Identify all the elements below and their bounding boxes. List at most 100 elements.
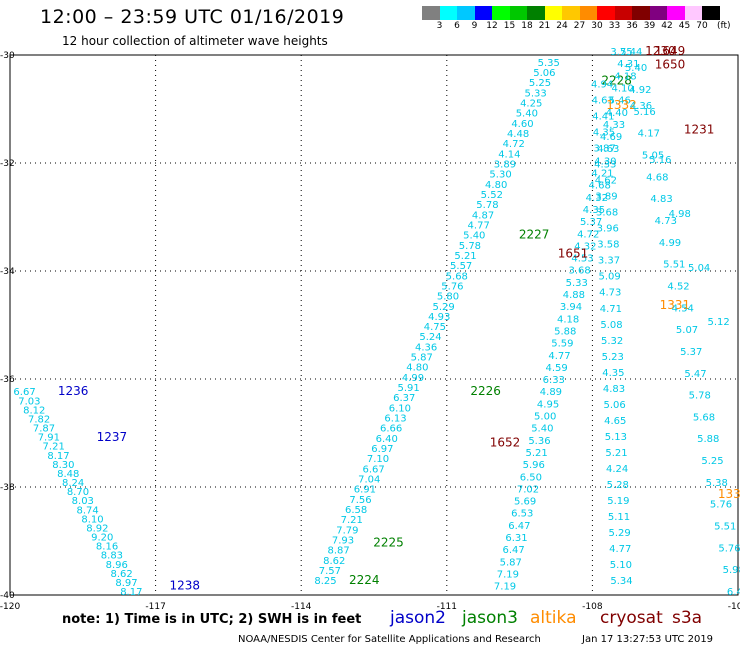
- wave-height-value: 8.62: [323, 556, 345, 567]
- wave-height-value: 4.33: [603, 120, 625, 131]
- pass-time-label: 1236: [58, 384, 89, 398]
- wave-height-value: 5.78: [689, 391, 711, 402]
- y-tick-label: -30: [0, 51, 15, 61]
- wave-height-value: 5.51: [663, 260, 685, 271]
- wave-height-value: 4.36: [630, 101, 652, 112]
- pass-time-label: 1649: [655, 44, 686, 58]
- wave-height-value: 6.31: [505, 533, 527, 544]
- wave-height-value: 3.37: [598, 256, 620, 267]
- color-scale-label: 27: [573, 21, 586, 31]
- wave-height-value: 6.50: [520, 472, 542, 483]
- wave-height-value: 4.21: [591, 169, 613, 180]
- wave-height-value: 5.98: [723, 565, 740, 576]
- wave-height-value: 5.37: [680, 347, 702, 358]
- wave-height-value: 4.63: [597, 144, 619, 155]
- wave-height-value: 4.62: [595, 176, 617, 187]
- wave-height-value: 5.21: [454, 251, 476, 262]
- note-text: note: 1) Time is in UTC; 2) SWH is in fe…: [62, 612, 362, 627]
- wave-height-value: 5.08: [600, 320, 622, 331]
- wave-height-value: 8.03: [72, 496, 94, 507]
- wave-height-value: 4.99: [402, 373, 424, 384]
- color-swatch: [562, 6, 580, 20]
- pass-time-label: 1650: [655, 58, 686, 72]
- wave-height-value: 4.53: [571, 254, 593, 265]
- wave-height-value: 5.76: [710, 500, 732, 511]
- wave-height-value: 4.14: [498, 149, 520, 160]
- y-tick-label: -40: [0, 591, 15, 601]
- pass-time-label: 2227: [519, 228, 550, 242]
- wave-height-value: 5.16: [633, 107, 655, 118]
- wave-height-value: 4.89: [540, 387, 562, 398]
- wave-height-value: 5.57: [450, 261, 472, 272]
- legend-altika: altika: [530, 608, 577, 628]
- wave-height-value: 5.30: [489, 170, 511, 181]
- wave-height-value: 6.91: [354, 485, 376, 496]
- wave-height-value: 4.65: [604, 416, 626, 427]
- wave-height-value: 4.52: [667, 281, 689, 292]
- color-scale-label: 24: [556, 21, 568, 31]
- wave-height-value: 6.67: [362, 464, 384, 475]
- color-swatch: [474, 6, 492, 20]
- wave-height-value: 5.32: [601, 336, 623, 347]
- wave-height-value: 4.35: [593, 127, 615, 138]
- color-scale-label: 36: [626, 21, 638, 31]
- wave-height-value: 4.98: [669, 209, 691, 220]
- wave-height-value: 5.76: [441, 281, 463, 292]
- wave-height-value: 3.75: [610, 47, 632, 58]
- color-scale-label: 21: [538, 21, 551, 31]
- wave-height-value: 5.80: [437, 292, 459, 303]
- wave-height-value: 4.48: [507, 129, 529, 140]
- wave-height-value: 8.97: [115, 578, 137, 589]
- wave-height-value: 4.54: [672, 303, 694, 314]
- wave-height-value: 8.92: [86, 523, 108, 534]
- legend-cryosat: cryosat: [600, 608, 663, 628]
- legend-jason3: jason3: [462, 608, 518, 628]
- x-tick-label: -117: [145, 602, 165, 612]
- color-scale-label: 18: [521, 21, 533, 31]
- wave-height-value: 5.88: [554, 326, 576, 337]
- wave-height-value: 4.92: [629, 85, 651, 96]
- wave-height-value: 5.19: [607, 496, 629, 507]
- pass-time-label: 1231: [684, 122, 715, 136]
- wave-height-value: 4.33: [594, 160, 616, 171]
- color-scale-label: 9: [471, 21, 478, 31]
- wave-height-value: 7.87: [33, 424, 55, 435]
- color-swatch: [649, 6, 667, 20]
- wave-height-value: 5.88: [697, 434, 719, 445]
- wave-height-value: 3.89: [595, 192, 617, 203]
- pass-time-label: 1651: [558, 247, 589, 261]
- wave-height-value: 4.31: [617, 59, 639, 70]
- color-swatch: [527, 6, 545, 20]
- pass-time-label: 1230: [645, 44, 676, 58]
- pass-time-label: 2226: [470, 384, 501, 398]
- wave-height-value: 5.21: [605, 448, 627, 459]
- wave-height-value: 5.00: [534, 412, 556, 423]
- wave-height-value: 4.72: [503, 139, 525, 150]
- color-swatch: [632, 6, 650, 20]
- wave-height-value: 8.96: [106, 560, 128, 571]
- wave-height-value: 8.83: [101, 551, 123, 562]
- color-swatch: [614, 6, 632, 20]
- wave-height-value: 3.58: [597, 240, 619, 251]
- color-swatch: [702, 6, 720, 20]
- wave-height-value: 4.18: [557, 314, 579, 325]
- footer-timestamp: Jan 17 13:27:53 UTC 2019: [582, 634, 714, 645]
- wave-height-value: 5.91: [398, 383, 420, 394]
- wave-height-value: 5.09: [598, 272, 620, 283]
- wave-height-value: 5.34: [610, 576, 632, 587]
- wave-height-value: 5.47: [684, 369, 706, 380]
- wave-height-value: 5.33: [566, 278, 588, 289]
- wave-height-value: 7.19: [497, 569, 519, 580]
- legend-s3a: s3a: [672, 608, 703, 628]
- wave-height-value: 4.40: [606, 108, 628, 119]
- color-swatch: [457, 6, 475, 20]
- color-scale-bar: [422, 6, 720, 20]
- wave-height-value: 6.97: [371, 444, 393, 455]
- wave-height-value: 4.68: [589, 181, 611, 192]
- color-swatch: [509, 6, 527, 20]
- wave-height-value: 6.47: [503, 545, 525, 556]
- wave-height-value: 5.28: [607, 480, 629, 491]
- wave-height-value: 3.68: [568, 266, 590, 277]
- wave-height-value: 4.77: [548, 351, 570, 362]
- y-tick-label: -32: [0, 159, 15, 169]
